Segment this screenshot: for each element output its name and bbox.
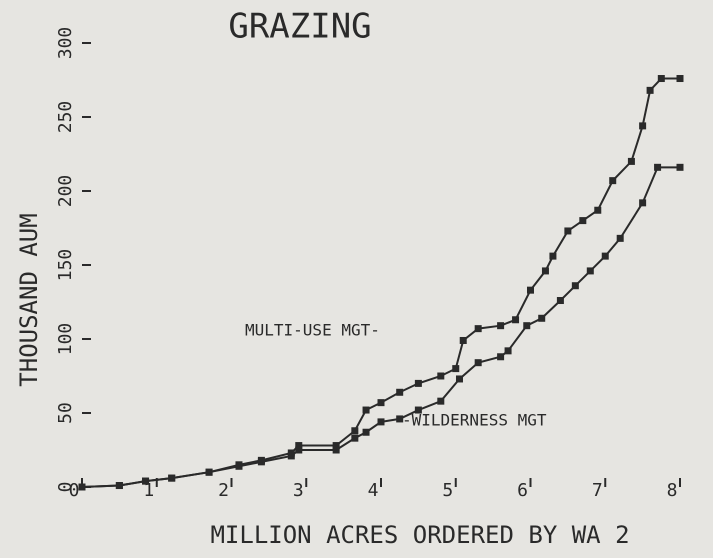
point [609, 177, 617, 185]
point [541, 267, 549, 275]
point [512, 316, 520, 324]
point [564, 227, 572, 235]
annotation: -WILDERNESS MGT [402, 411, 547, 430]
y-tick-label: 0 [55, 482, 76, 493]
x-tick-label: 4 [368, 480, 379, 501]
point [362, 428, 370, 436]
point [527, 286, 534, 294]
y-axis-label: THOUSAND AUM [15, 213, 43, 386]
point [78, 483, 86, 491]
point [549, 252, 557, 260]
point [654, 163, 662, 171]
point [437, 397, 445, 405]
y-tick-label: 250 [55, 101, 76, 134]
point [657, 75, 665, 83]
point [351, 434, 359, 442]
point [295, 446, 303, 454]
point [497, 353, 505, 361]
chart-title: GRAZING [228, 7, 371, 47]
point [168, 474, 176, 482]
x-tick-label: 0 [69, 480, 80, 501]
point [579, 217, 587, 225]
point [594, 206, 602, 214]
point [235, 462, 243, 470]
point [414, 406, 422, 414]
y-tick-label: 300 [55, 27, 76, 60]
point [452, 365, 460, 373]
point [646, 86, 654, 94]
x-tick-label: 5 [442, 480, 453, 501]
point [676, 75, 684, 83]
point [556, 297, 564, 305]
y-tick-label: 100 [55, 323, 76, 356]
y-tick-label: 50 [55, 402, 76, 424]
series-line [81, 77, 680, 488]
point [287, 452, 295, 460]
point [396, 415, 404, 423]
point [676, 163, 684, 171]
y-tick-label: 200 [55, 175, 76, 208]
point [616, 234, 624, 242]
point [142, 477, 150, 485]
point [601, 252, 609, 260]
point [351, 427, 359, 435]
point [474, 325, 482, 333]
point [504, 347, 512, 355]
x-tick-label: 2 [218, 480, 229, 501]
x-axis-label: MILLION ACRES ORDERED BY WA 2 [210, 521, 629, 549]
y-tick-label: 150 [55, 249, 76, 282]
point [474, 359, 482, 367]
point [115, 482, 123, 490]
x-tick-label: 8 [667, 480, 678, 501]
x-tick-label: 1 [143, 480, 154, 501]
point [377, 418, 385, 426]
point [295, 442, 303, 450]
x-tick-label: 7 [592, 480, 603, 501]
point [571, 282, 579, 290]
point [332, 446, 340, 454]
point [627, 157, 635, 165]
point [377, 399, 385, 407]
point [362, 406, 370, 414]
point [414, 379, 422, 387]
point [586, 267, 594, 275]
x-tick-label: 3 [293, 480, 304, 501]
point [455, 375, 463, 383]
point [437, 372, 445, 380]
point [257, 458, 265, 466]
point [639, 122, 647, 130]
x-tick-label: 6 [517, 480, 528, 501]
annotation: MULTI-USE MGT- [245, 321, 380, 340]
point [497, 322, 505, 330]
point [396, 388, 404, 396]
point [205, 468, 213, 476]
point [332, 442, 340, 450]
point [523, 322, 531, 330]
point [538, 314, 546, 322]
point [459, 336, 467, 344]
point [639, 199, 647, 207]
